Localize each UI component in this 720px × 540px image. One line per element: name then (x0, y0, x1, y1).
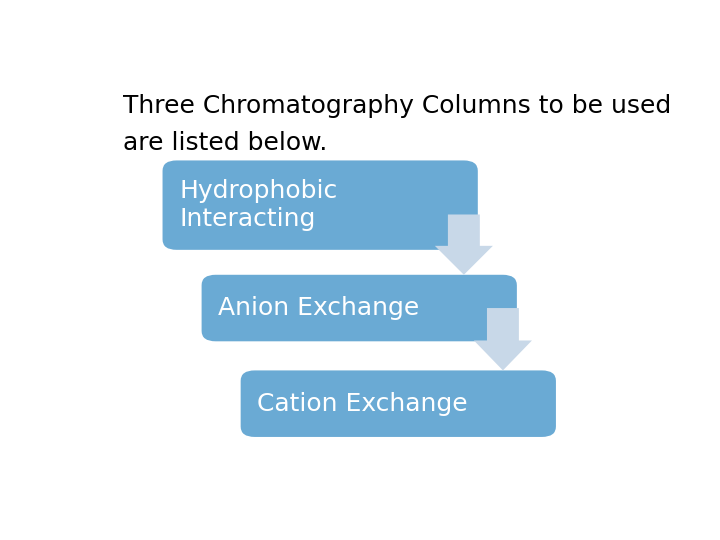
Polygon shape (474, 308, 532, 370)
Text: Cation Exchange: Cation Exchange (258, 392, 468, 416)
Text: Anion Exchange: Anion Exchange (218, 296, 420, 320)
FancyBboxPatch shape (202, 275, 517, 341)
Text: Three Chromatography Columns to be used: Three Chromatography Columns to be used (124, 94, 672, 118)
FancyBboxPatch shape (163, 160, 478, 250)
FancyBboxPatch shape (240, 370, 556, 437)
Polygon shape (435, 214, 493, 275)
Text: Hydrophobic
Interacting: Hydrophobic Interacting (179, 179, 338, 231)
Text: are listed below.: are listed below. (124, 131, 328, 156)
